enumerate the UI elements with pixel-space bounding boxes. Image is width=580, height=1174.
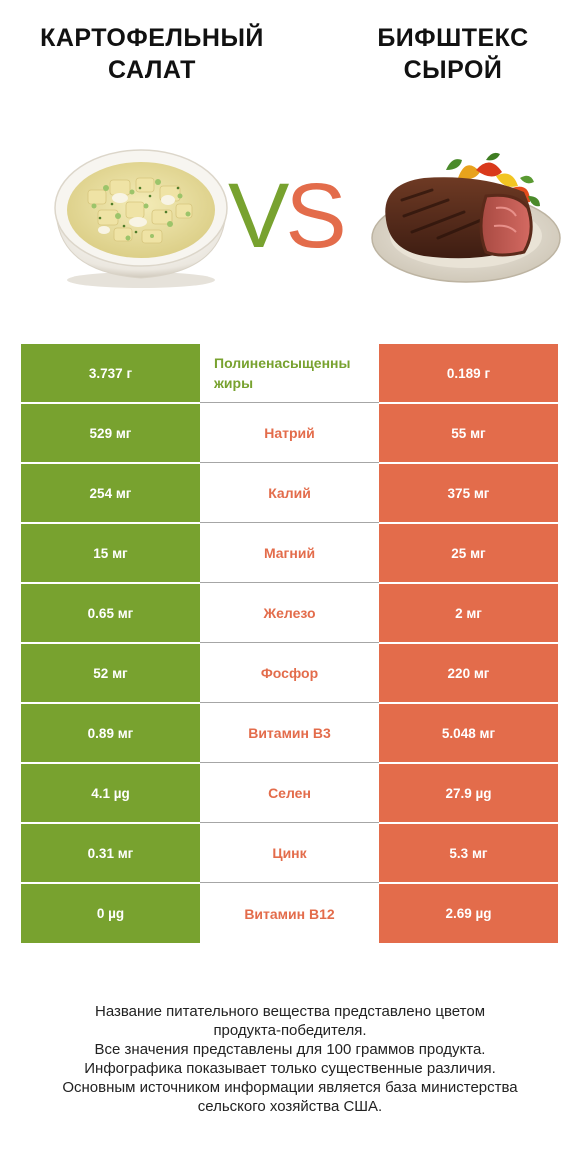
left-product-title: КАРТОФЕЛЬНЫЙ САЛАТ — [40, 24, 264, 84]
left-value: 4.1 µg — [21, 764, 200, 823]
table-row: 529 мг Натрий 55 мг — [21, 404, 558, 464]
vs-letter-s: S — [285, 165, 346, 267]
table-row: 4.1 µg Селен 27.9 µg — [21, 764, 558, 824]
right-value: 27.9 µg — [379, 764, 558, 823]
table-row: 254 мг Калий 375 мг — [21, 464, 558, 524]
table-row: 3.737 г Полиненасыщенны жиры 0.189 г — [21, 344, 558, 404]
left-value: 0.31 мг — [21, 824, 200, 883]
right-value: 375 мг — [379, 464, 558, 523]
table-row: 0 µg Витамин B12 2.69 µg — [21, 884, 558, 943]
right-value: 55 мг — [379, 404, 558, 463]
right-value: 5.048 мг — [379, 704, 558, 763]
left-value: 529 мг — [21, 404, 200, 463]
left-value: 0.65 мг — [21, 584, 200, 643]
right-value: 5.3 мг — [379, 824, 558, 883]
left-value: 52 мг — [21, 644, 200, 703]
potato-salad-bowl-image — [54, 149, 228, 288]
nutrient-name-line2: жиры — [214, 375, 254, 391]
nutrient-comparison-table: 3.737 г Полиненасыщенны жиры 0.189 г 529… — [21, 344, 558, 943]
left-value: 3.737 г — [21, 344, 200, 403]
left-value: 15 мг — [21, 524, 200, 583]
vs-letter-v: V — [228, 165, 289, 267]
nutrient-name: Витамин B3 — [200, 704, 379, 763]
footer-line: сельского хозяйства США. — [197, 1098, 383, 1115]
nutrient-name: Витамин B12 — [200, 884, 379, 943]
right-product-title: БИФШТЕКС СЫРОЙ — [377, 24, 529, 84]
nutrient-name: Полиненасыщенны жиры — [200, 344, 379, 403]
left-value: 254 мг — [21, 464, 200, 523]
left-value: 0.89 мг — [21, 704, 200, 763]
footer-line: Все значения представлены для 100 граммо… — [94, 1041, 486, 1058]
nutrient-name: Фосфор — [200, 644, 379, 703]
table-row: 0.89 мг Витамин B3 5.048 мг — [21, 704, 558, 764]
table-row: 52 мг Фосфор 220 мг — [21, 644, 558, 704]
steak-plate-image — [371, 152, 561, 283]
nutrient-name: Калий — [200, 464, 379, 523]
nutrient-name: Железо — [200, 584, 379, 643]
footer-line: продукта-победителя. — [213, 1022, 367, 1039]
left-value: 0 µg — [21, 884, 200, 943]
right-value: 0.189 г — [379, 344, 558, 403]
right-value: 25 мг — [379, 524, 558, 583]
table-row: 0.31 мг Цинк 5.3 мг — [21, 824, 558, 884]
footer-notes: Название питательного вещества представл… — [20, 1002, 560, 1116]
footer-line: Основным источником информации является … — [62, 1079, 518, 1096]
footer-line: Инфографика показывает только существенн… — [84, 1060, 496, 1077]
nutrient-name: Натрий — [200, 404, 379, 463]
footer-line: Название питательного вещества представл… — [94, 1003, 486, 1020]
nutrient-name: Магний — [200, 524, 379, 583]
nutrient-name-line1: Полиненасыщенны — [214, 355, 351, 371]
vs-logo: VS — [228, 165, 347, 267]
table-row: 0.65 мг Железо 2 мг — [21, 584, 558, 644]
right-value: 2.69 µg — [379, 884, 558, 943]
nutrient-name: Селен — [200, 764, 379, 823]
table-row: 15 мг Магний 25 мг — [21, 524, 558, 584]
nutrient-name: Цинк — [200, 824, 379, 883]
right-value: 2 мг — [379, 584, 558, 643]
right-value: 220 мг — [379, 644, 558, 703]
